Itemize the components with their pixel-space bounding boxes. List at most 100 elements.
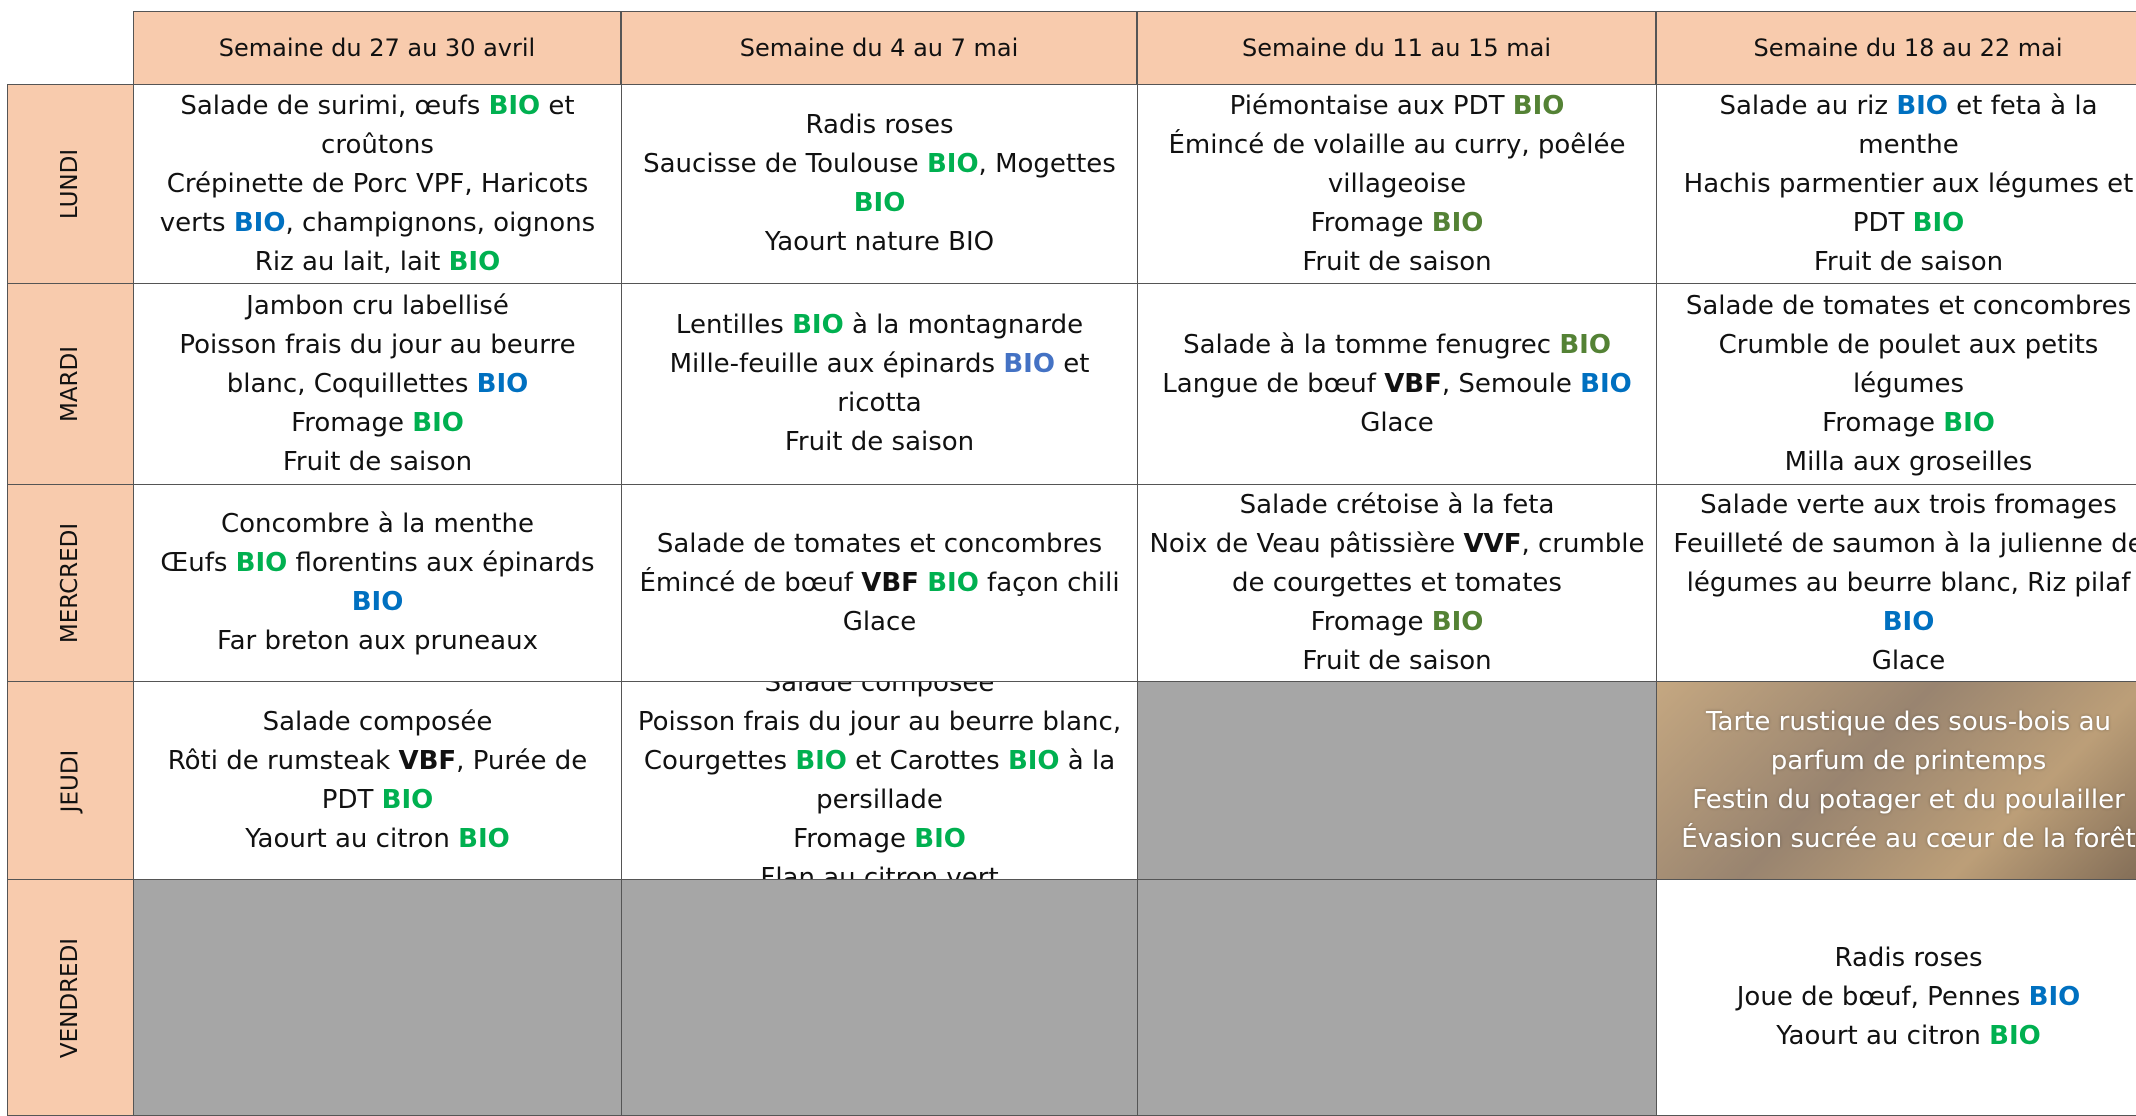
menu-line: Crépinette de Porc VPF, Haricots — [167, 165, 589, 204]
menu-text: blanc, Coquillettes — [226, 368, 477, 399]
label-tag: BIO — [1431, 207, 1484, 238]
menu-text: , crumble — [1521, 528, 1645, 559]
menu-line: Rôti de rumsteak VBF, Purée de — [168, 742, 588, 781]
menu-text: Crumble de poulet aux petits — [1718, 329, 2099, 360]
menu-cell — [133, 879, 622, 1116]
menu-text: Fruit de saison — [282, 446, 473, 477]
menu-cell: Salade de tomates et concombres Émincé de… — [621, 484, 1138, 682]
menu-text: Yaourt au citron — [1776, 1021, 1990, 1051]
column-header: Semaine du 27 au 30 avril — [133, 11, 621, 85]
menu-line: persillade — [816, 781, 943, 820]
column-header: Semaine du 4 au 7 mai — [621, 11, 1137, 85]
menu-text: Rôti de rumsteak — [167, 745, 399, 776]
label-tag: BIO — [853, 188, 906, 218]
menu-text: légumes — [1852, 368, 1965, 399]
label-tag: VBF — [1384, 368, 1442, 399]
label-tag: BIO — [1431, 606, 1484, 637]
menu-text: parfum de printemps — [1770, 745, 2047, 776]
menu-cell — [1137, 681, 1657, 880]
label-tag: BIO — [1580, 368, 1632, 399]
menu-line: Salade composée — [764, 681, 995, 703]
menu-cell: Salade composée Rôti de rumsteak VBF, Pur… — [133, 681, 622, 880]
menu-text: façon chili — [978, 567, 1120, 598]
menu-text: villageoise — [1327, 168, 1467, 199]
menu-text: Fromage — [291, 407, 413, 438]
day-text: VENDREDI — [57, 937, 84, 1058]
menu-text: Poisson frais du jour au beurre — [179, 329, 576, 360]
menu-text: Émincé de volaille au curry, poêlée — [1168, 129, 1626, 160]
menu-line: villageoise — [1328, 165, 1466, 204]
menu-text: Fruit de saison — [784, 427, 975, 457]
menu-text: Hachis parmentier aux légumes et — [1683, 168, 2134, 199]
menu-text: florentins aux épinards — [287, 548, 595, 578]
menu-text: menthe — [1858, 129, 1959, 160]
menu-text: Yaourt au citron — [245, 823, 459, 854]
menu-line: Yaourt au citron BIO — [1776, 1017, 2041, 1056]
menu-text: Salade de surimi, œufs — [180, 90, 489, 121]
menu-line: Saucisse de Toulouse BIO, Mogettes — [643, 145, 1116, 184]
menu-line: Hachis parmentier aux légumes et — [1684, 165, 2134, 204]
menu-text: Salade composée — [764, 681, 995, 698]
label-tag: VBF — [398, 745, 457, 776]
menu-line: Salade de surimi, œufs BIO et — [180, 87, 574, 126]
menu-line: BIO — [1883, 603, 1935, 642]
menu-line: Far breton aux pruneaux — [217, 622, 538, 661]
menu-line: Glace — [1872, 642, 1946, 681]
menu-cell — [621, 879, 1138, 1116]
column-header: Semaine du 18 au 22 mai — [1656, 11, 2136, 85]
menu-cell: Salade au riz BIO et feta à la menthe Hach… — [1656, 84, 2136, 284]
label-tag: BIO — [235, 548, 288, 578]
menu-text: , Mogettes — [978, 149, 1116, 179]
menu-text: , Purée de — [456, 745, 588, 776]
menu-line: Langue de bœuf VBF, Semoule BIO — [1162, 365, 1631, 404]
menu-text: Fruit de saison — [1302, 246, 1492, 277]
menu-text: Mille-feuille aux épinards — [669, 349, 1004, 379]
menu-text: Fromage — [1822, 407, 1944, 438]
menu-line: Fromage BIO — [1311, 603, 1484, 642]
menu-text: et Carottes — [846, 745, 1008, 776]
menu-text: Jambon cru labellisé — [246, 290, 509, 321]
label-tag: BIO — [1943, 407, 1995, 438]
menu-line: de courgettes et tomates — [1232, 564, 1562, 603]
menu-line: Salade de tomates et concombres — [1686, 287, 2131, 326]
menu-text: Salade à la tomme fenugrec — [1183, 329, 1560, 360]
menu-text: PDT — [1852, 207, 1913, 238]
menu-text: Joue de bœuf, Pennes — [1736, 982, 2029, 1012]
menu-text: Piémontaise aux PDT — [1229, 90, 1513, 121]
menu-line: Yaourt nature BIO — [765, 223, 994, 262]
menu-text: Lentilles — [675, 310, 793, 340]
menu-line: Radis roses — [1834, 939, 1982, 978]
menu-text — [919, 568, 927, 598]
menu-cell: Salade de tomates et concombres Crumble d… — [1656, 283, 2136, 485]
header-text: Semaine du 27 au 30 avril — [218, 34, 536, 62]
menu-text: à la — [1059, 745, 1116, 776]
menu-text: et feta à la — [1947, 90, 2098, 121]
label-tag: BIO — [795, 745, 847, 776]
menu-line: Salade de tomates et concombres — [657, 525, 1102, 564]
menu-text: Fromage — [1310, 606, 1432, 637]
menu-line: Noix de Veau pâtissière VVF, crumble — [1149, 525, 1644, 564]
label-tag: BIO — [1512, 90, 1565, 121]
menu-cell — [1137, 879, 1657, 1116]
menu-text: Salade crétoise à la feta — [1239, 489, 1555, 520]
menu-line: Salade verte aux trois fromages — [1700, 486, 2117, 525]
menu-text: Salade au riz — [1719, 90, 1897, 121]
menu-line: Fromage BIO — [291, 404, 464, 443]
menu-line: Concombre à la menthe — [221, 505, 534, 544]
menu-text: Salade de tomates et concombres — [656, 528, 1103, 559]
menu-line: Joue de bœuf, Pennes BIO — [1737, 978, 2080, 1017]
menu-text: Courgettes — [643, 745, 796, 776]
label-tag: BIO — [233, 207, 286, 238]
menu-line: menthe — [1858, 126, 1958, 165]
label-tag: BIO — [458, 823, 510, 854]
label-tag: BIO — [351, 587, 404, 617]
menu-line: Fromage BIO — [1822, 404, 1995, 443]
menu-text: Salade de tomates et concombres — [1685, 290, 2132, 321]
menu-text: Festin du potager et du poulailler — [1692, 784, 2125, 815]
menu-line: blanc, Coquillettes BIO — [227, 365, 528, 404]
menu-cell: Tarte rustique des sous-bois au parfum de… — [1656, 681, 2136, 880]
menu-line: Salade au riz BIO et feta à la — [1719, 87, 2097, 126]
menu-cell: Lentilles BIO à la montagnarde Mille-feui… — [621, 283, 1138, 485]
menu-line: Émincé de volaille au curry, poêlée — [1168, 126, 1625, 165]
menu-text: Salade composée — [262, 706, 493, 737]
